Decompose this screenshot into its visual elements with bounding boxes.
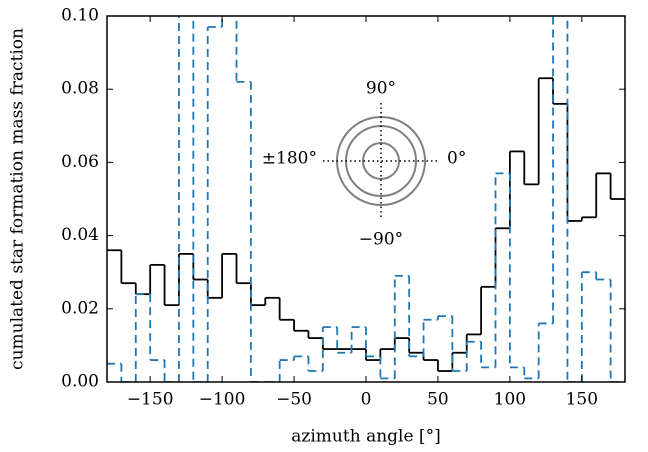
- x-tick-label: 50: [427, 390, 449, 410]
- x-tick-label: 150: [566, 390, 598, 410]
- inset-label: 0°: [447, 149, 466, 169]
- y-tick-label: 0.00: [61, 372, 99, 392]
- inset-label: 90°: [366, 79, 396, 99]
- inset-diagram: [323, 103, 439, 219]
- x-tick-label: 100: [494, 390, 526, 410]
- x-axis-label: azimuth angle [°]: [291, 427, 440, 447]
- y-tick-label: 0.10: [61, 6, 99, 26]
- plot-marks: [107, 16, 625, 382]
- inset-label: ±180°: [262, 149, 317, 169]
- y-tick-label: 0.08: [61, 79, 99, 99]
- x-tick-label: −150: [127, 390, 174, 410]
- inset-label: −90°: [359, 230, 403, 250]
- y-axis-label: cumulated star formation mass fraction: [8, 28, 28, 370]
- x-tick-label: −100: [199, 390, 246, 410]
- y-tick-label: 0.06: [61, 152, 99, 172]
- inset-circle: [362, 142, 400, 180]
- x-tick-label: −50: [276, 390, 312, 410]
- y-tick-label: 0.02: [61, 298, 99, 318]
- y-tick-label: 0.04: [61, 225, 99, 245]
- x-tick-label: 0: [361, 390, 372, 410]
